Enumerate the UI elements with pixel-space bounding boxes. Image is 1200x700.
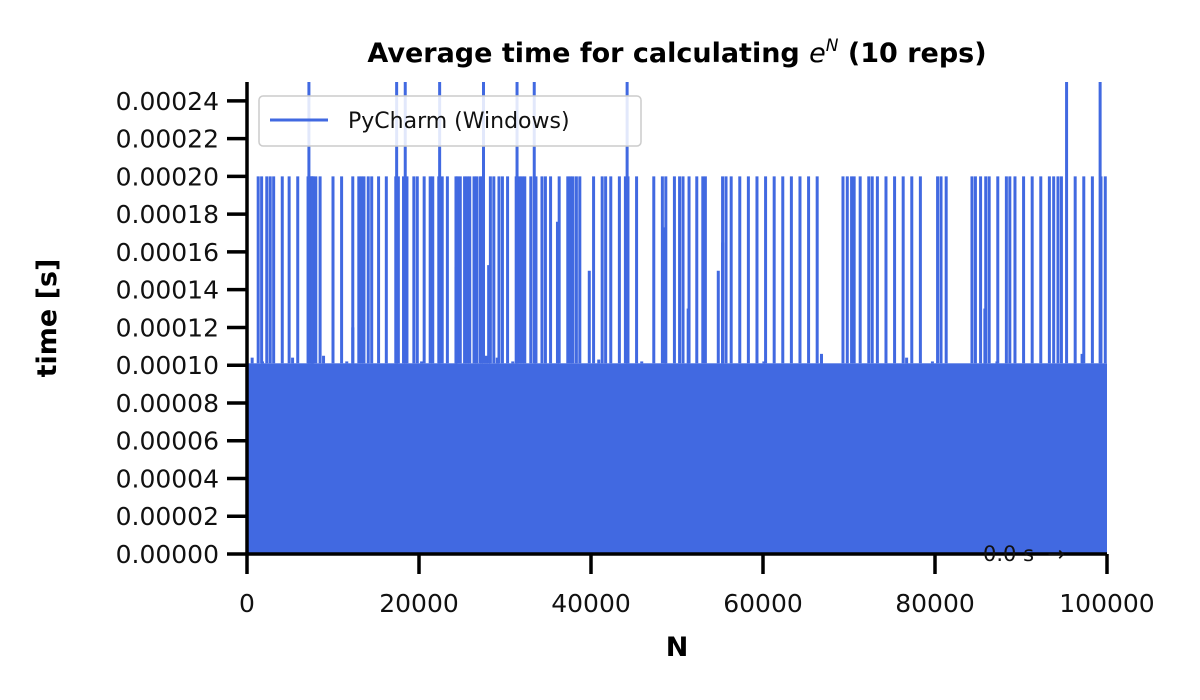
y-tick-label: 0.00000 bbox=[116, 540, 219, 569]
y-tick-label: 0.00014 bbox=[116, 276, 219, 305]
chart-title: Average time for calculating eN (10 reps… bbox=[367, 36, 986, 69]
y-tick-label: 0.00020 bbox=[116, 162, 219, 191]
y-tick-label: 0.00022 bbox=[116, 125, 219, 154]
x-axis-label: N bbox=[666, 632, 689, 663]
chart-title-math-sup: N bbox=[826, 36, 839, 56]
legend: PyCharm (Windows) bbox=[258, 95, 642, 147]
chart-title-math-base: e bbox=[809, 38, 826, 69]
y-tick-label: 0.00010 bbox=[116, 351, 219, 380]
x-tick-label: 100000 bbox=[1059, 589, 1154, 618]
y-tick-label: 0.00006 bbox=[116, 427, 219, 456]
chart-title-prefix: Average time for calculating bbox=[367, 38, 809, 69]
y-tick-label: 0.00018 bbox=[116, 200, 219, 229]
x-tick-label: 60000 bbox=[723, 589, 803, 618]
series-dense-band bbox=[247, 363, 1107, 554]
x-tick-label: 40000 bbox=[551, 589, 631, 618]
y-tick-label: 0.00004 bbox=[116, 464, 219, 493]
tick-layer: 0 20000 40000 60000 80000 100000 0.00000 0.0000… bbox=[116, 87, 1155, 618]
chart-title-suffix: (10 reps) bbox=[839, 38, 987, 69]
legend-entry-label: PyCharm (Windows) bbox=[348, 109, 570, 134]
legend-box bbox=[258, 95, 642, 147]
y-tick-label: 0.00002 bbox=[116, 502, 219, 531]
y-tick-label: 0.00008 bbox=[116, 389, 219, 418]
y-tick-label: 0.00024 bbox=[116, 87, 219, 116]
x-tick-label: 0 bbox=[239, 589, 255, 618]
y-axis-label: time [s] bbox=[32, 259, 63, 378]
y-tick-label: 0.00016 bbox=[116, 238, 219, 267]
y-tick-label: 0.00012 bbox=[116, 313, 219, 342]
series-layer bbox=[247, 82, 1107, 554]
x-tick-label: 20000 bbox=[379, 589, 459, 618]
annotation-zero-s: 0.0 s → bbox=[983, 542, 1065, 566]
axes-layer bbox=[245, 82, 1107, 556]
x-tick-label: 80000 bbox=[895, 589, 975, 618]
